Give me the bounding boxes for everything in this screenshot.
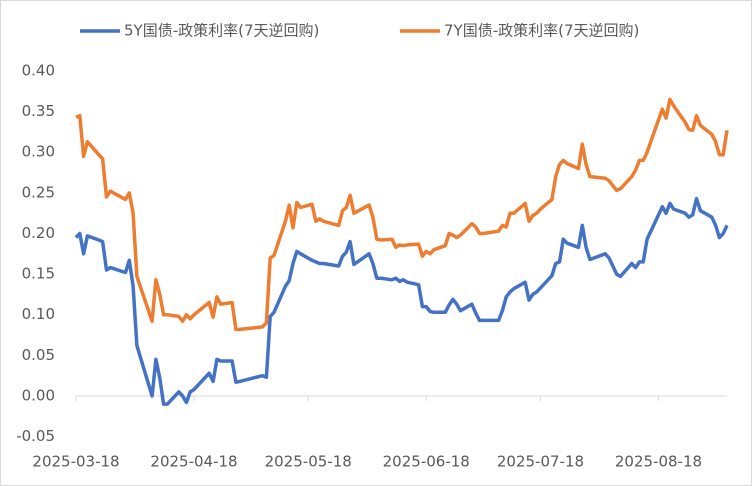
legend-label: 5Y国债-政策利率(7天逆回购) <box>124 22 319 40</box>
x-tick-label: 2025-06-18 <box>383 453 470 471</box>
y-tick-label: 0.00 <box>22 386 55 404</box>
x-tick-label: 2025-04-18 <box>150 453 237 471</box>
y-tick-label: 0.30 <box>22 143 55 161</box>
y-tick-label: 0.20 <box>22 224 55 242</box>
y-tick-label: 0.40 <box>22 62 55 80</box>
y-tick-label: 0.25 <box>22 183 55 201</box>
x-tick-label: 2025-03-18 <box>32 453 119 471</box>
x-tick-label: 2025-08-18 <box>615 453 702 471</box>
series-line <box>74 196 729 406</box>
x-tick-label: 2025-05-18 <box>265 453 352 471</box>
y-tick-label: 0.15 <box>22 265 55 283</box>
y-tick-label: 0.10 <box>22 305 55 323</box>
x-tick-label: 2025-07-18 <box>497 453 584 471</box>
y-tick-label: -0.05 <box>16 427 55 445</box>
y-tick-label: 0.05 <box>22 346 55 364</box>
legend-label: 7Y国债-政策利率(7天逆回购) <box>444 22 639 40</box>
series-line <box>75 97 729 332</box>
y-tick-label: 0.35 <box>22 102 55 120</box>
